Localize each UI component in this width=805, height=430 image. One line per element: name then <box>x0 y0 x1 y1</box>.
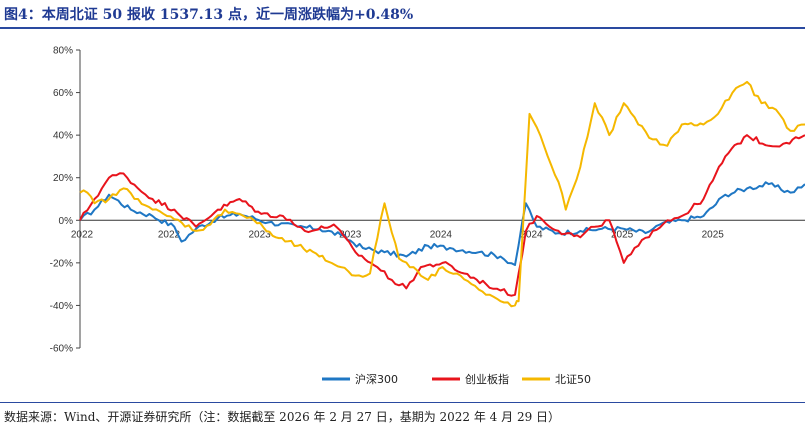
x-tick-label: 2023 <box>249 229 272 240</box>
legend-label: 北证50 <box>555 373 591 386</box>
y-axis: 80% 60% 40% 20% 0% -20% -40% -60% <box>50 46 81 355</box>
series-line-1 <box>79 181 805 266</box>
title-divider <box>0 27 805 29</box>
y-tick-label: -60% <box>50 344 73 355</box>
series-line-3 <box>79 80 805 308</box>
x-tick-label: 2024 <box>520 229 543 240</box>
source-note: 数据来源：Wind、开源证券研究所（注：数据截至 2026 年 2 月 27 日… <box>4 410 561 424</box>
x-tick-label: 2025 <box>611 229 634 240</box>
y-tick-label: 40% <box>53 131 73 142</box>
y-tick-label: 20% <box>53 173 73 184</box>
x-tick-label: 2025 <box>702 229 725 240</box>
y-tick-label: 60% <box>53 88 73 99</box>
x-tick-label: 2023 <box>339 229 362 240</box>
x-tick-label: 2024 <box>430 229 453 240</box>
series-line-2 <box>79 134 805 297</box>
series-lines <box>79 80 805 308</box>
y-tick-label: 80% <box>53 46 73 57</box>
figure-title: 图4：本周北证 50 报收 1537.13 点，近一周涨跌幅为+0.48% <box>4 7 414 23</box>
y-tick-label: 0% <box>59 216 74 227</box>
y-tick-label: -20% <box>50 258 73 269</box>
legend-label: 沪深300 <box>355 372 398 386</box>
legend-label: 创业板指 <box>465 372 509 386</box>
x-tick-label: 2022 <box>158 229 181 240</box>
y-tick-label: -40% <box>50 301 73 312</box>
x-tick-label: 2022 <box>71 229 94 240</box>
source-divider <box>0 402 805 403</box>
legend: 沪深300 创业板指 北证50 <box>322 372 591 386</box>
